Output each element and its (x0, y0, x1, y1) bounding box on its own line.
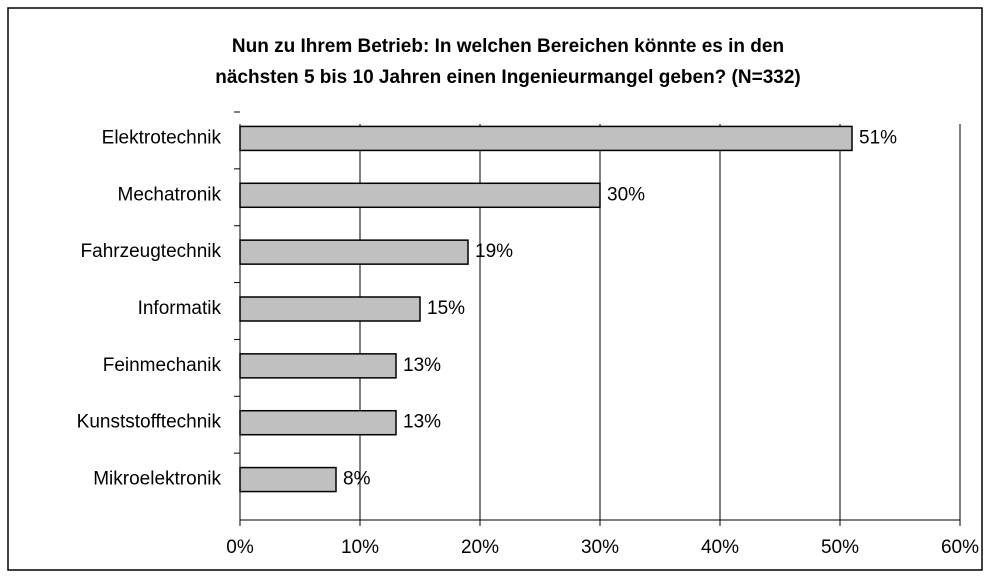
bar (239, 239, 469, 265)
value-label: 13% (403, 355, 441, 376)
x-tick-label: 0% (226, 537, 254, 558)
y-tick-label: Fahrzeugtechnik (81, 241, 222, 262)
y-tick-label: Feinmechanik (103, 355, 222, 376)
x-tick-label: 30% (581, 537, 619, 558)
bar (239, 353, 397, 379)
bar (239, 409, 397, 436)
bar (239, 466, 337, 493)
y-tick-label: Kunststofftechnik (77, 412, 222, 433)
chart-title: nächsten 5 bis 10 Jahren einen Ingenieur… (215, 67, 800, 88)
value-label: 19% (475, 241, 513, 262)
x-tick-label: 50% (821, 537, 859, 558)
bar (239, 296, 421, 322)
value-label: 15% (427, 298, 465, 319)
value-label: 30% (607, 184, 645, 205)
y-tick-label: Elektrotechnik (102, 127, 222, 148)
bar (239, 125, 853, 152)
y-tick-label: Mechatronik (118, 184, 222, 205)
value-label: 8% (343, 469, 371, 490)
x-tick-label: 10% (341, 537, 379, 558)
value-label: 51% (859, 127, 897, 148)
y-tick-label: Informatik (138, 298, 222, 319)
chart-frame (7, 7, 983, 571)
chart-title: Nun zu Ihrem Betrieb: In welchen Bereich… (232, 36, 784, 57)
bar (239, 182, 601, 209)
x-tick-label: 20% (461, 537, 499, 558)
y-tick-label: Mikroelektronik (93, 469, 221, 490)
x-tick-label: 40% (701, 537, 739, 558)
value-label: 13% (403, 412, 441, 433)
x-tick-label: 60% (941, 537, 979, 558)
